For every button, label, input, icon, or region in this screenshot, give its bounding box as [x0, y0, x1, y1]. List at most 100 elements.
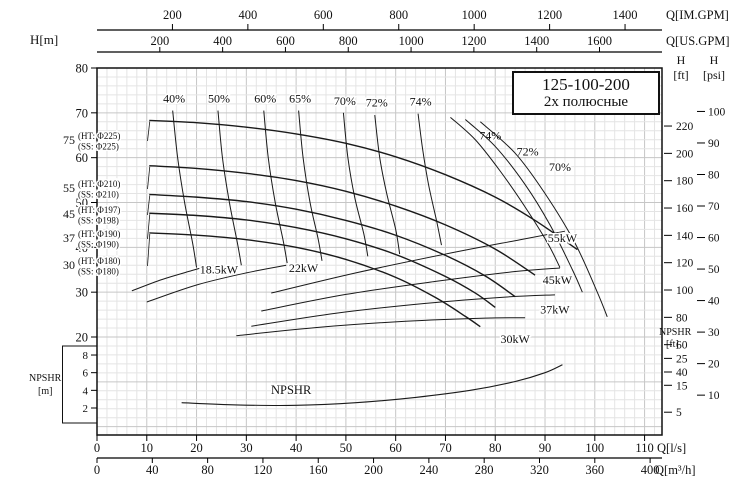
head-curves — [149, 119, 578, 328]
npshr-curve-label: NPSHR — [271, 383, 312, 397]
efficiency-label: 40% — [163, 92, 185, 106]
head-curve — [149, 119, 578, 251]
right-ft-tick-label: 160 — [676, 203, 694, 215]
top-us-tick-label: 1600 — [587, 34, 612, 48]
head-curve-labels: 75 (HT: Φ225)(SS: Φ225)55 (HT: Φ210)(SS: Φ… — [62, 121, 151, 278]
left-h-tick-label: 20 — [76, 331, 89, 345]
right-psi-tick-label: 80 — [708, 169, 720, 181]
top-us-tick-label: 1000 — [399, 34, 424, 48]
bottom-m3h-tick-label: 360 — [585, 463, 604, 477]
label-leader-line — [147, 214, 151, 240]
right-psi-tick-label: 50 — [708, 264, 720, 276]
left-h-unit-label: H[m] — [30, 32, 58, 47]
top-us-tick-label: 600 — [276, 34, 295, 48]
power-curve — [271, 230, 566, 294]
bottom-m3h-tick-label: 120 — [254, 463, 273, 477]
power-curve — [261, 267, 560, 312]
head-curve-impeller-ss-label: (SS: Φ210) — [78, 190, 119, 200]
left-h-tick-label: 30 — [76, 286, 89, 300]
npshr-ft-tick-label: 25 — [676, 353, 688, 365]
top-im-tick-label: 400 — [238, 8, 257, 22]
label-leader-line — [147, 166, 151, 190]
top-us-tick-label: 1400 — [524, 34, 549, 48]
right-ft-tick-label: 200 — [676, 148, 694, 160]
bottom-m3h-tick-label: 80 — [201, 463, 214, 477]
efficiency-curves: 40% 50% 60% 65% 70% 72% 74% 74% 72% 70% — [162, 90, 608, 318]
efficiency-label: 70% — [334, 94, 356, 108]
npshr-ft-tick-label: 15 — [676, 380, 688, 392]
right-psi-tick-label: 90 — [708, 138, 720, 150]
efficiency-curve — [479, 121, 608, 318]
top-im-tick-label: 1200 — [537, 8, 562, 22]
right-psi-tick-label: 70 — [708, 201, 720, 213]
efficiency-label: 65% — [289, 92, 311, 106]
power-label: 18.5kW — [200, 262, 239, 276]
left-h-tick-label: 80 — [76, 62, 89, 76]
npshr-m-tick-label: 8 — [83, 350, 89, 362]
top-us-tick-label: 1200 — [461, 34, 486, 48]
right-ft-tick-label: 80 — [676, 312, 688, 324]
power-curve — [146, 264, 287, 303]
right-psi-tick-label: 10 — [708, 390, 720, 402]
head-curve — [149, 193, 516, 298]
left-h-tick-label: 70 — [76, 106, 89, 120]
efficiency-curve — [298, 110, 323, 261]
power-curves: 18.5kW 22kW 30kW 37kW 45kW 55kW — [131, 229, 579, 347]
bottom-m3h-tick-label: 40 — [146, 463, 159, 477]
head-curve-impeller-ht-label: (HT: Φ210) — [78, 179, 120, 189]
bottom-ls-tick-label: 70 — [439, 441, 452, 455]
bottom-ls-unit-label: Q[l/s] — [657, 441, 686, 455]
head-curve-motor-label: 55 — [63, 181, 75, 195]
head-curve-impeller-ss-label: (SS: Φ198) — [78, 216, 119, 226]
top-us-tick-label: 200 — [150, 34, 169, 48]
bottom-ls-tick-label: 10 — [141, 441, 154, 455]
efficiency-curve — [217, 110, 242, 266]
top-im-tick-label: 1400 — [613, 8, 638, 22]
efficiency-label: 70% — [549, 160, 571, 174]
power-label: 22kW — [289, 261, 319, 275]
npshr-ft-unit-label: NPSHR — [659, 327, 692, 338]
bottom-m3h-tick-label: 400 — [641, 463, 660, 477]
head-curve — [149, 165, 536, 276]
right-ft-tick-label: 180 — [676, 176, 694, 188]
bottom-m3h-tick-label: 0 — [94, 463, 100, 477]
head-curve-impeller-ht-label: (HT: Φ197) — [78, 205, 120, 215]
axis-scales: 200 400 600 800 1000 1200 1400 Q[IM.GPM]200 400 6… — [29, 8, 730, 477]
power-label: 45kW — [543, 273, 573, 287]
head-curve-impeller-ss-label: (SS: Φ180) — [78, 267, 119, 277]
bottom-m3h-unit-label: Q[m³/h] — [655, 463, 696, 477]
efficiency-curve — [465, 119, 583, 293]
bottom-ls-tick-label: 110 — [635, 441, 653, 455]
right-ft-tick-label: 120 — [676, 258, 694, 270]
npshr-curve-path — [181, 364, 563, 407]
bottom-m3h-tick-label: 320 — [530, 463, 549, 477]
bottom-ls-tick-label: 0 — [94, 441, 100, 455]
pump-model-title: 125-100-200 — [542, 74, 630, 94]
right-psi-tick-label: 40 — [708, 296, 720, 308]
power-curve — [131, 266, 205, 292]
npshr-ft-tick-label: 5 — [676, 407, 682, 419]
right-ft-tick-label: 40 — [676, 367, 688, 379]
npshr-m-unit-label: [m] — [38, 386, 52, 397]
chart-title-box: 125-100-200 2х полюсные — [512, 71, 660, 115]
pump-pole-subtitle: 2х полюсные — [543, 94, 629, 111]
bottom-ls-tick-label: 40 — [290, 441, 303, 455]
bottom-m3h-tick-label: 240 — [419, 463, 438, 477]
bottom-ls-tick-label: 80 — [489, 441, 502, 455]
head-curve — [149, 232, 481, 328]
left-h-tick-label: 40 — [76, 241, 89, 255]
head-curve-motor-label: 30 — [63, 258, 75, 272]
efficiency-label: 74% — [410, 95, 432, 109]
bottom-ls-tick-label: 100 — [585, 441, 604, 455]
bottom-ls-tick-label: 20 — [190, 441, 203, 455]
power-label: 37kW — [540, 303, 570, 317]
head-curve-impeller-ht-label: (HT: Φ190) — [78, 229, 120, 239]
bottom-ls-tick-label: 30 — [240, 441, 253, 455]
top-im-unit-label: Q[IM.GPM] — [666, 8, 729, 22]
power-label: 55kW — [548, 231, 578, 245]
right-ft-unit-label: H — [677, 53, 686, 67]
left-h-tick-label: 50 — [76, 196, 89, 210]
head-curve — [149, 212, 496, 308]
grid — [97, 68, 662, 435]
